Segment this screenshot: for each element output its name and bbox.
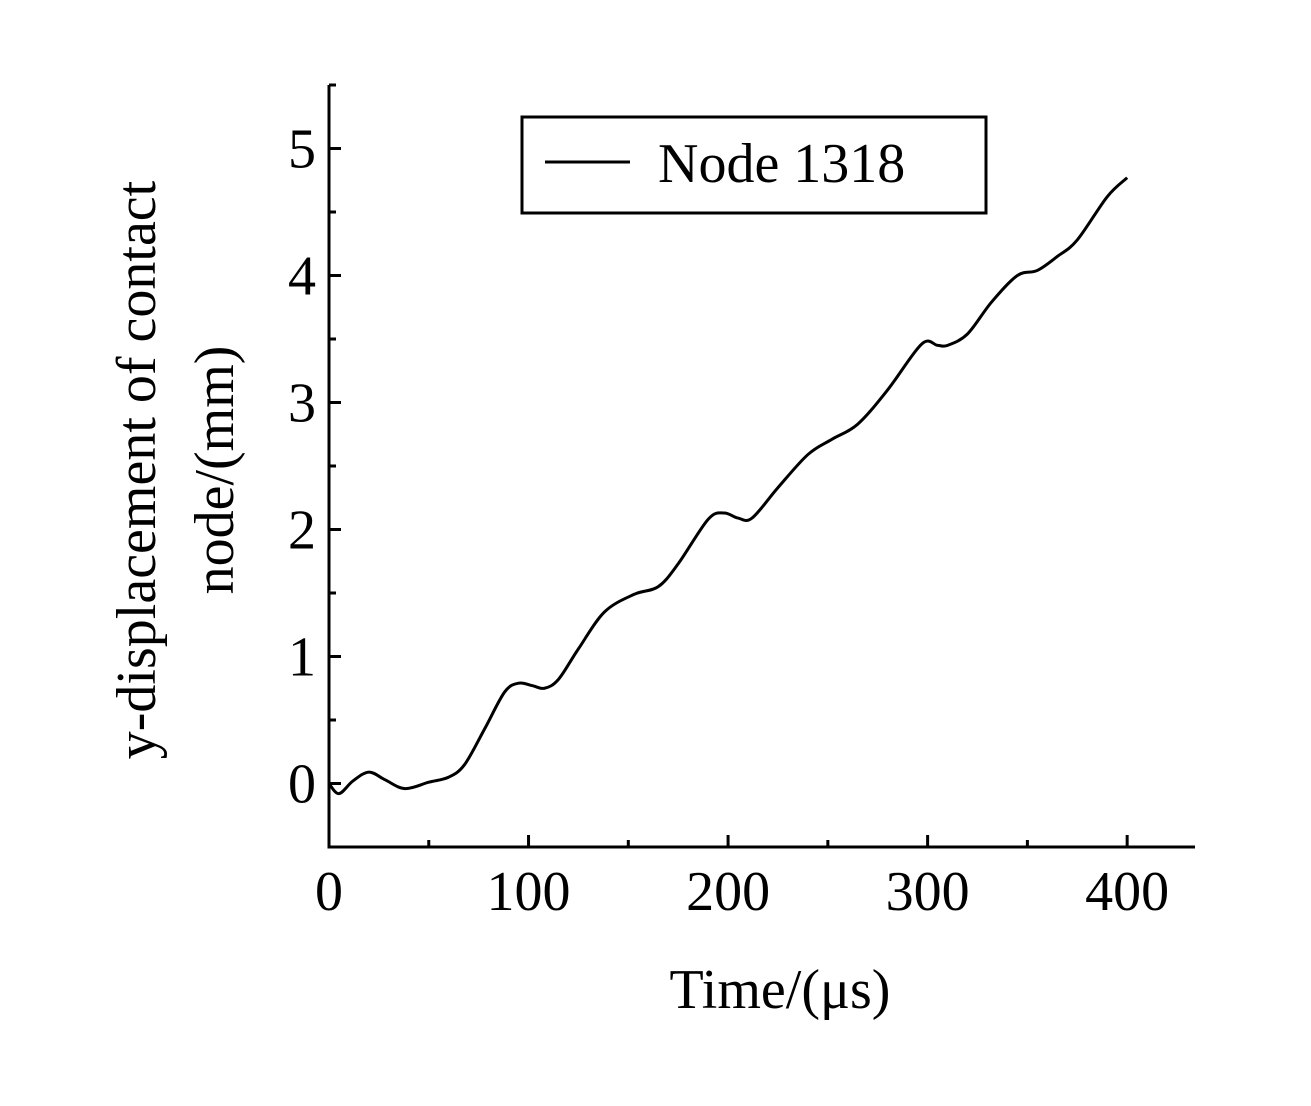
x-tick-label: 200	[686, 861, 770, 923]
x-tick-label: 400	[1085, 861, 1169, 923]
tick-marks	[327, 83, 1129, 849]
y-axis-label-line2: node/(mm)	[184, 346, 246, 595]
y-tick-label: 1	[288, 627, 316, 689]
x-tick-label: 100	[487, 861, 571, 923]
y-axis-label-line1: y-displacement of contact	[106, 180, 168, 759]
legend-label: Node 1318	[658, 133, 905, 195]
x-axis-label: Time/(μs)	[670, 959, 891, 1021]
y-tick-label: 4	[288, 246, 316, 308]
y-tick-label: 2	[288, 500, 316, 562]
series-line-node-1318	[327, 176, 1129, 796]
x-tick-label: 300	[886, 861, 970, 923]
x-tick-label: 0	[315, 861, 343, 923]
tick-labels: 0 100 200 300 400 0 1 2 3 4 5	[288, 119, 1169, 924]
y-tick-label: 3	[288, 373, 316, 435]
y-tick-label: 0	[288, 754, 316, 816]
y-tick-label: 5	[288, 119, 316, 181]
legend-box	[520, 115, 988, 215]
legend: Node 1318	[520, 115, 988, 215]
